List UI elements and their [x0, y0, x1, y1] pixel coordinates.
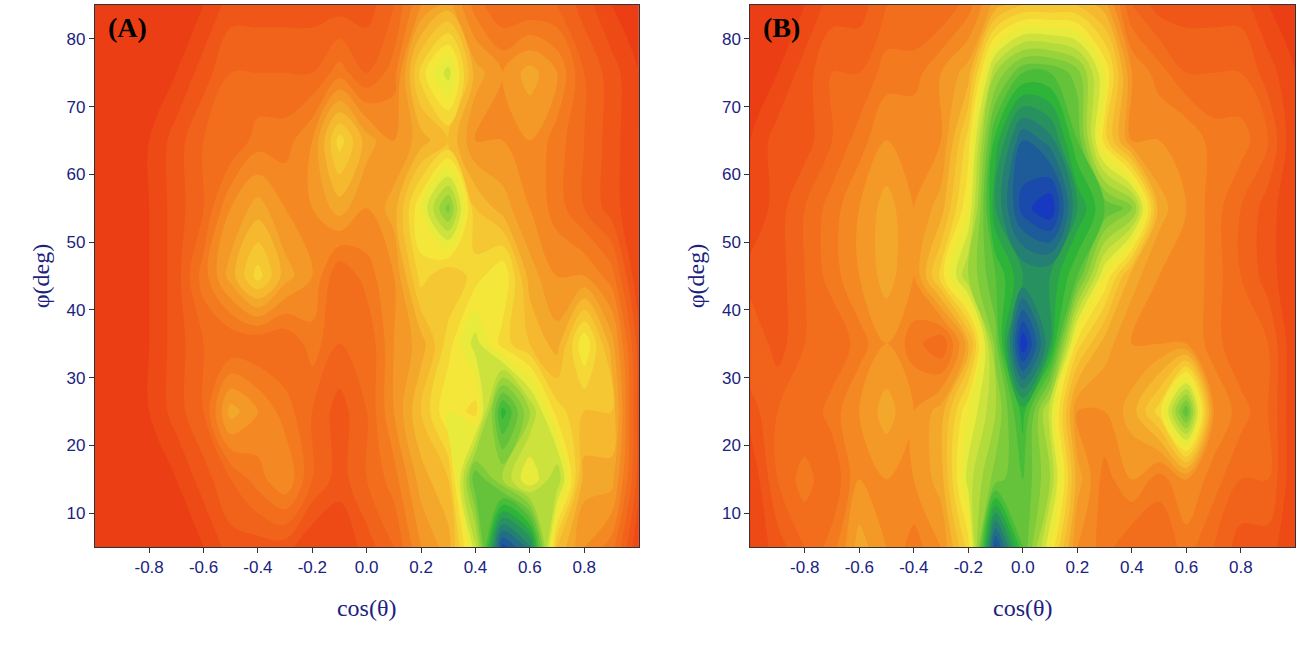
svg-text:80: 80: [722, 30, 741, 49]
svg-text:20: 20: [722, 436, 741, 455]
svg-text:-0.2: -0.2: [954, 558, 983, 577]
svg-text:0.8: 0.8: [1229, 558, 1253, 577]
svg-text:40: 40: [722, 301, 741, 320]
svg-text:0.2: 0.2: [409, 558, 433, 577]
svg-text:50: 50: [66, 233, 85, 252]
svg-text:0.4: 0.4: [464, 558, 488, 577]
svg-text:0.6: 0.6: [1175, 558, 1199, 577]
svg-text:70: 70: [66, 98, 85, 117]
svg-text:50: 50: [722, 233, 741, 252]
svg-text:0.6: 0.6: [518, 558, 542, 577]
svg-text:0.0: 0.0: [1011, 558, 1035, 577]
svg-text:60: 60: [66, 165, 85, 184]
svg-text:cos(θ): cos(θ): [993, 595, 1052, 621]
svg-text:(A): (A): [108, 12, 147, 43]
svg-text:φ(deg): φ(deg): [683, 244, 709, 309]
svg-text:40: 40: [66, 301, 85, 320]
svg-text:60: 60: [722, 165, 741, 184]
svg-text:φ(deg): φ(deg): [28, 244, 54, 309]
svg-text:10: 10: [66, 504, 85, 523]
svg-text:0.4: 0.4: [1120, 558, 1144, 577]
svg-text:-0.8: -0.8: [790, 558, 819, 577]
svg-text:(B): (B): [763, 12, 800, 43]
svg-text:80: 80: [66, 30, 85, 49]
svg-text:70: 70: [722, 98, 741, 117]
svg-text:-0.4: -0.4: [243, 558, 272, 577]
svg-text:-0.2: -0.2: [298, 558, 327, 577]
svg-text:30: 30: [722, 369, 741, 388]
svg-text:-0.8: -0.8: [134, 558, 163, 577]
svg-text:-0.6: -0.6: [845, 558, 874, 577]
svg-text:-0.6: -0.6: [189, 558, 218, 577]
svg-text:0.2: 0.2: [1066, 558, 1090, 577]
svg-text:20: 20: [66, 436, 85, 455]
svg-text:0.8: 0.8: [572, 558, 596, 577]
svg-text:0.0: 0.0: [355, 558, 379, 577]
svg-text:10: 10: [722, 504, 741, 523]
svg-text:-0.4: -0.4: [899, 558, 928, 577]
svg-text:30: 30: [66, 369, 85, 388]
svg-text:cos(θ): cos(θ): [337, 595, 396, 621]
